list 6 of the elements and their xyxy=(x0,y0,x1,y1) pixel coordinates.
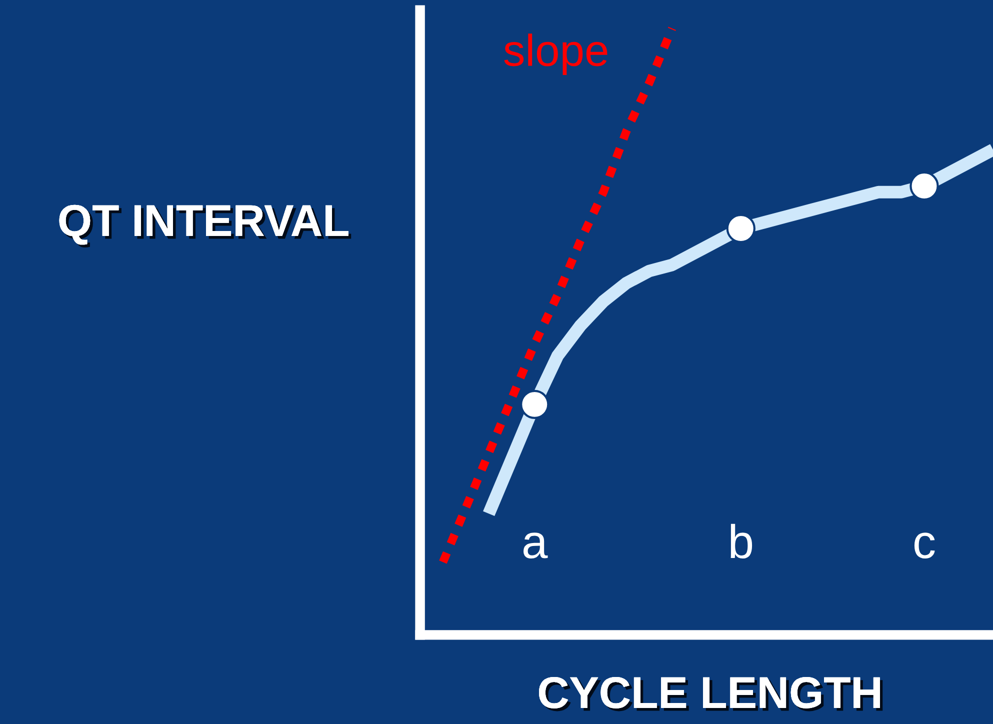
x-axis-title: CYCLE LENGTH xyxy=(538,676,883,712)
annotation: slope xyxy=(504,34,608,76)
x-tick-label: c xyxy=(914,532,935,559)
x-tick-label: a xyxy=(524,532,548,559)
x-tick-label: b xyxy=(730,524,752,559)
y-axis-title: QT INTERVAL xyxy=(59,204,352,248)
